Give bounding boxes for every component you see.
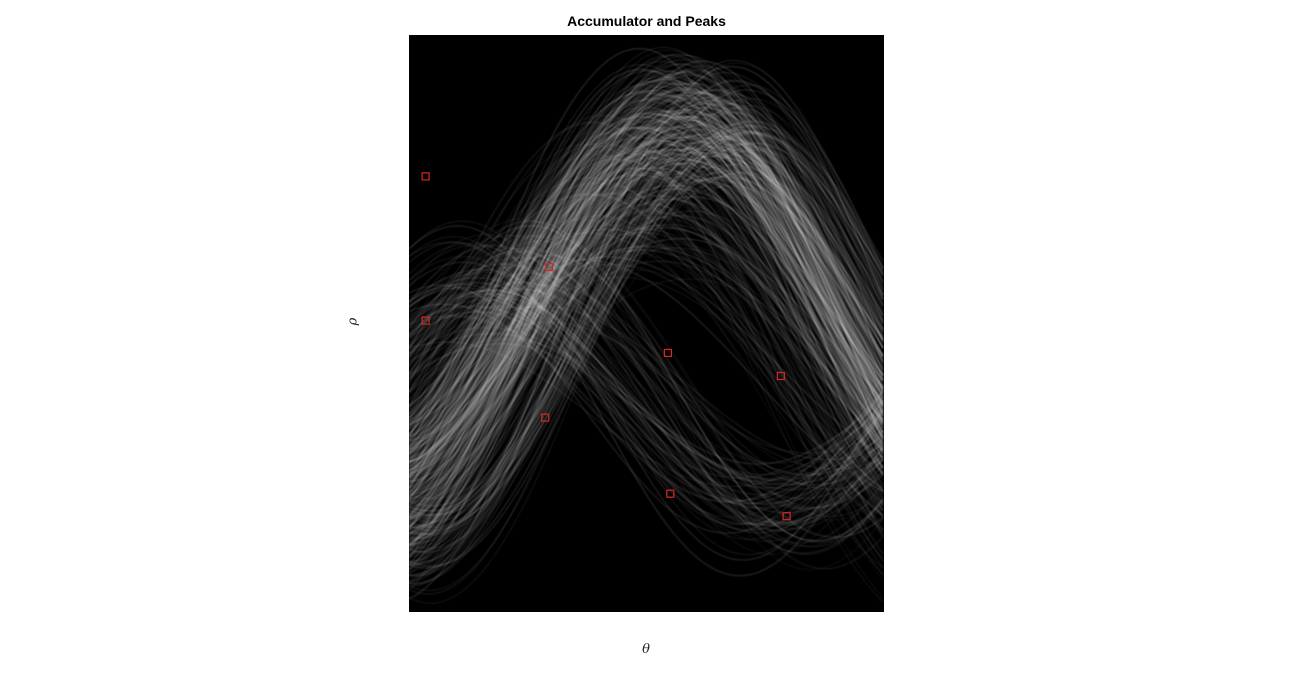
accumulator-curve	[409, 262, 884, 495]
chart-title: Accumulator and Peaks	[567, 13, 726, 29]
accumulator-curve	[409, 194, 884, 501]
accumulator-curve	[409, 62, 884, 577]
accumulator-curve	[409, 236, 884, 521]
accumulator-curve	[409, 94, 884, 592]
accumulator-curve	[409, 271, 884, 485]
y-axis-label: ρ	[345, 317, 361, 326]
accumulator-curve	[409, 283, 884, 505]
accumulator-curve	[409, 91, 884, 557]
peak-marker-6	[666, 489, 675, 498]
accumulator-curve	[409, 247, 884, 548]
accumulator-curve	[409, 257, 884, 510]
accumulator-curve	[409, 131, 884, 581]
accumulator-curve	[409, 237, 884, 468]
accumulator-curve	[409, 152, 884, 487]
accumulator-curve	[409, 291, 884, 512]
accumulator-curve	[409, 303, 884, 503]
accumulator-curve	[409, 105, 884, 592]
accumulator-curve	[409, 161, 884, 487]
accumulator-curve	[409, 268, 884, 489]
accumulator-curve	[409, 220, 884, 542]
accumulator-curve	[409, 306, 884, 454]
accumulator-curve	[409, 297, 884, 526]
accumulator-curve	[409, 201, 884, 458]
accumulator-curve	[409, 106, 884, 521]
accumulator-curve	[409, 247, 884, 544]
accumulator-curve	[409, 272, 884, 486]
accumulator-curve	[409, 227, 884, 478]
peak-marker-2	[421, 316, 430, 325]
accumulator-curves	[409, 46, 884, 604]
accumulator-curve	[409, 177, 884, 517]
accumulator-curve	[409, 341, 884, 487]
accumulator-curve	[409, 218, 884, 555]
accumulator-curve	[409, 132, 884, 555]
accumulator-curve	[409, 305, 884, 461]
accumulator-plot	[409, 35, 884, 612]
accumulator-curve	[409, 142, 884, 559]
accumulator-curve	[409, 241, 884, 577]
accumulator-curve	[409, 152, 884, 511]
peak-marker-4	[541, 413, 550, 422]
peak-marker-3	[545, 262, 554, 272]
peak-marker-8	[782, 512, 791, 521]
accumulator-curve	[409, 250, 884, 555]
peak-marker-7	[776, 371, 785, 381]
peak-marker-5	[663, 348, 672, 357]
accumulator-curve	[409, 289, 884, 476]
accumulator-curve	[409, 112, 884, 547]
accumulator-curve	[409, 214, 884, 524]
accumulator-curve	[409, 242, 884, 525]
accumulator-curve	[409, 234, 884, 530]
accumulator-curve	[409, 121, 884, 576]
accumulator-curve	[409, 167, 884, 517]
peak-marker-1	[421, 172, 430, 181]
accumulator-curve	[409, 263, 884, 524]
accumulator-curve	[409, 198, 884, 518]
accumulator-curve	[409, 158, 884, 522]
peak-markers	[421, 172, 791, 521]
accumulator-curve	[409, 210, 884, 514]
x-axis-label: θ	[642, 642, 650, 657]
